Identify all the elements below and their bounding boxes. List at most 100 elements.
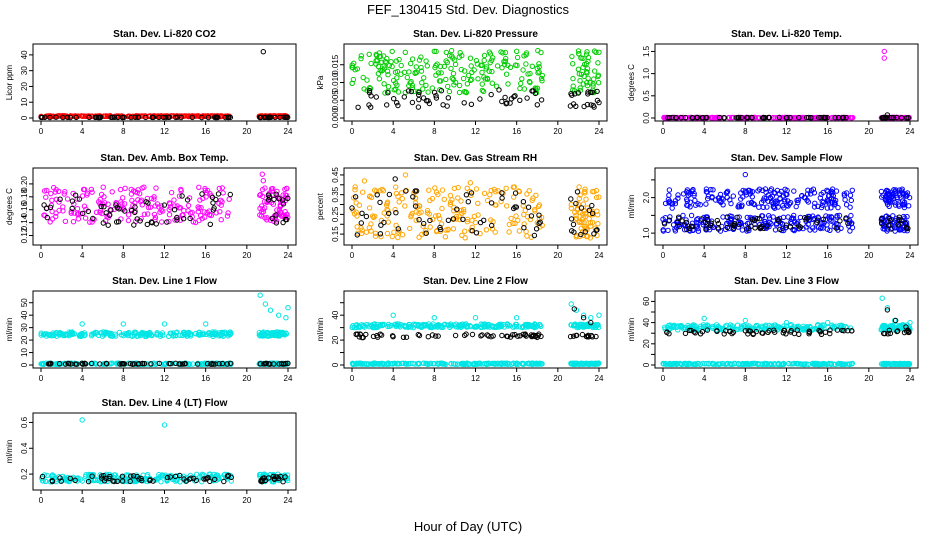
data-point (726, 115, 733, 121)
data-point (62, 332, 69, 338)
data-point (402, 360, 409, 367)
data-point (151, 211, 158, 218)
y-tick-label: 40 (642, 318, 651, 327)
data-point (228, 478, 235, 484)
data-point (753, 328, 759, 335)
data-point (843, 114, 849, 121)
data-point (882, 226, 888, 232)
data-point (569, 228, 575, 234)
x-tick-label: 4 (80, 127, 85, 136)
data-point (469, 228, 475, 234)
data-point (575, 90, 582, 96)
data-point (477, 361, 483, 367)
data-point (433, 72, 439, 78)
data-point (132, 209, 138, 216)
data-point (573, 200, 579, 207)
data-point (666, 187, 673, 193)
data-point (53, 114, 59, 120)
data-point (395, 234, 401, 241)
data-point (197, 197, 203, 203)
data-point (665, 227, 671, 234)
data-point (361, 86, 367, 92)
data-point (416, 203, 422, 209)
y-tick-label: 0.005 (331, 90, 340, 111)
data-point (477, 230, 483, 237)
data-point (215, 472, 221, 479)
data-point (706, 360, 712, 367)
data-point (445, 83, 451, 90)
data-point-outlier (825, 319, 831, 326)
data-point (751, 114, 757, 121)
data-point (380, 188, 387, 194)
data-point (570, 221, 577, 228)
data-point (44, 187, 50, 194)
data-point (213, 210, 219, 216)
data-point (392, 206, 398, 213)
data-point (448, 65, 454, 72)
data-point (421, 75, 427, 81)
data-point (672, 228, 679, 234)
data-point-outlier (742, 317, 748, 324)
data-point (458, 198, 464, 204)
data-point (420, 223, 426, 229)
data-point (176, 193, 183, 199)
data-point (463, 89, 469, 95)
data-point (570, 75, 576, 82)
data-point (353, 200, 359, 206)
data-point (227, 360, 234, 367)
data-point (805, 215, 811, 221)
data-point (758, 199, 765, 206)
data-point (58, 478, 65, 484)
data-point (517, 97, 523, 104)
data-point (450, 76, 457, 83)
data-point (484, 76, 491, 82)
data-point (419, 80, 425, 86)
data-point (570, 61, 576, 67)
data-point (703, 226, 709, 232)
data-point (749, 194, 755, 200)
data-point (764, 204, 770, 210)
data-point (846, 223, 852, 229)
x-tick-label: 8 (121, 496, 126, 505)
data-point (777, 196, 783, 202)
data-point (462, 235, 468, 241)
data-point (144, 221, 151, 228)
data-point (139, 360, 146, 367)
data-point (408, 88, 415, 95)
data-point (225, 210, 231, 216)
data-point (125, 217, 132, 224)
data-point (423, 230, 429, 236)
data-point-outlier (276, 312, 282, 318)
x-tick-label: 12 (160, 251, 169, 260)
x-tick-label: 16 (823, 251, 832, 260)
data-point (735, 360, 742, 367)
data-point (903, 115, 910, 121)
data-point (437, 63, 444, 70)
data-point (164, 477, 170, 483)
x-tick-label: 0 (39, 496, 44, 505)
panel-title: Stan. Dev. Line 1 Flow (112, 276, 217, 287)
data-point (795, 360, 801, 367)
data-point (163, 114, 169, 121)
data-point-outlier (79, 321, 85, 327)
data-point (73, 114, 79, 121)
data-point (269, 332, 276, 338)
data-point (489, 68, 495, 75)
data-point (456, 82, 463, 89)
data-point (746, 328, 752, 334)
data-point (704, 360, 710, 367)
data-point (117, 361, 123, 367)
data-point (513, 361, 519, 367)
data-point (212, 476, 218, 483)
data-point (444, 103, 450, 109)
data-point (479, 87, 485, 94)
data-point-outlier (884, 307, 891, 313)
data-point-outlier (879, 295, 885, 301)
y-axis-label: ml/min (627, 318, 636, 342)
data-point (400, 334, 407, 340)
data-point-outlier (596, 312, 602, 318)
data-point (895, 114, 902, 121)
data-point (95, 114, 102, 121)
data-point (568, 216, 575, 222)
x-tick-label: 0 (661, 127, 666, 136)
